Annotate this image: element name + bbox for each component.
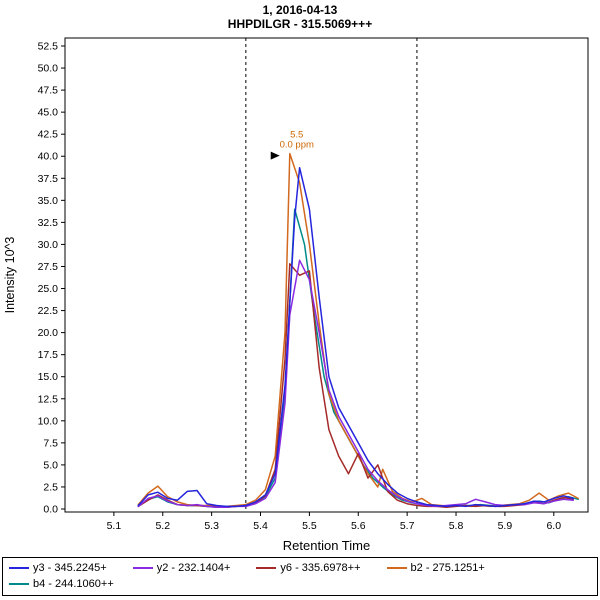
transition-legend: y3 - 345.2245+ y2 - 232.1404+ y6 - 335.697…: [2, 556, 598, 596]
y-axis-title: Intensity 10^3: [3, 236, 17, 313]
legend-row-2: b4 - 244.1060++: [9, 576, 591, 592]
x-tick-label: 5.8: [449, 520, 464, 532]
x-tick-label: 5.3: [204, 520, 219, 532]
trace-y2: [137, 259, 575, 508]
y-tick-label: 5.0: [43, 459, 58, 471]
legend-label: y6 - 335.6978++: [280, 561, 361, 574]
chosen-peak-arrow-icon: [270, 151, 280, 160]
trace-y3: [137, 166, 575, 507]
y-tick-label: 20.0: [38, 327, 59, 339]
y-tick-label: 42.5: [38, 128, 59, 140]
y-tick-label: 50.0: [38, 62, 59, 74]
x-tick-label: 5.1: [107, 520, 122, 532]
legend-label: y3 - 345.2245+: [33, 561, 107, 574]
legend-line-swatch-icon: [9, 582, 29, 585]
y-tick-label: 47.5: [38, 84, 59, 96]
y-tick-label: 35.0: [38, 194, 59, 206]
legend-line-swatch-icon: [386, 566, 407, 569]
y-tick-label: 0.0: [43, 503, 58, 515]
y-tick-label: 32.5: [38, 216, 59, 228]
x-tick-label: 5.6: [351, 520, 366, 532]
y-tick-label: 17.5: [38, 349, 59, 361]
x-axis-title: Retention Time: [283, 538, 370, 553]
peptide-precursor-title: HHPDILGR - 315.5069+++: [227, 16, 373, 31]
legend-item-y6: y6 - 335.6978++: [256, 561, 361, 574]
y-tick-label: 15.0: [38, 371, 59, 383]
y-tick-label: 30.0: [38, 239, 59, 251]
chart-header: 1, 2016-04-13 HHPDILGR - 315.5069+++: [0, 0, 600, 32]
replicate-title: 1, 2016-04-13: [262, 3, 338, 17]
legend-label: y2 - 232.1404+: [156, 561, 231, 574]
legend-row-1: y3 - 345.2245+ y2 - 232.1404+ y6 - 335.697…: [9, 560, 591, 576]
y-tick-label: 37.5: [38, 172, 59, 184]
legend-line-swatch-icon: [9, 566, 29, 569]
peak-rt-annotation: 5.5: [290, 129, 303, 140]
legend-label: b4 - 244.1060++: [33, 577, 114, 590]
legend-label: b2 - 275.1251+: [410, 561, 485, 574]
y-tick-label: 2.5: [43, 481, 58, 493]
x-tick-label: 5.5: [302, 520, 317, 532]
legend-line-swatch-icon: [256, 566, 277, 569]
peak-ppm-annotation: 0.0 ppm: [280, 139, 314, 150]
legend-item-b4: b4 - 244.1060++: [9, 578, 114, 590]
legend-item-y3: y3 - 345.2245+: [9, 562, 107, 574]
chromatogram-plot[interactable]: 0.0 2.5 5.0 7.5 10.0 12.5 15.0 17.5 20.0 22.5 25.0…: [0, 32, 600, 557]
x-tick-label: 5.7: [400, 520, 415, 532]
legend-item-b2: b2 - 275.1251+: [386, 561, 485, 574]
y-tick-label: 45.0: [38, 106, 59, 118]
x-tick-label: 5.4: [253, 520, 268, 532]
legend-line-swatch-icon: [132, 566, 153, 569]
y-tick-label: 25.0: [38, 283, 59, 295]
x-tick-label: 5.9: [498, 520, 513, 532]
y-tick-label: 52.5: [38, 40, 59, 52]
y-tick-label: 22.5: [38, 305, 59, 317]
x-tick-label: 6.0: [546, 520, 561, 532]
plot-frame: [64, 37, 589, 513]
y-tick-label: 10.0: [38, 415, 59, 427]
y-tick-label: 40.0: [38, 150, 59, 162]
x-tick-label: 5.2: [155, 520, 170, 532]
legend-item-y2: y2 - 232.1404+: [132, 561, 231, 574]
y-tick-label: 12.5: [38, 393, 59, 405]
y-tick-label: 7.5: [43, 437, 58, 449]
y-tick-label: 27.5: [38, 261, 59, 273]
